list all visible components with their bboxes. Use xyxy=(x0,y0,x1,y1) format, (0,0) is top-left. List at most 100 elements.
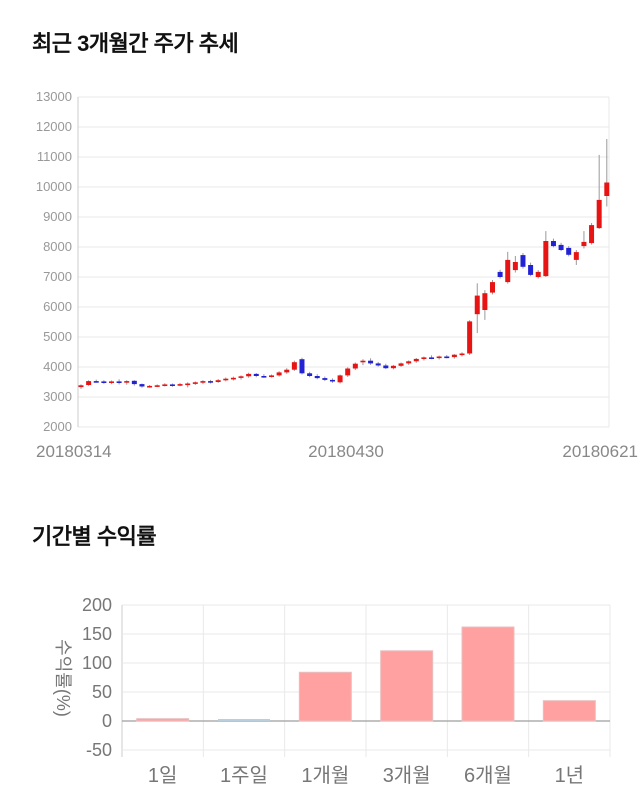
candle-body xyxy=(375,363,381,366)
candle-body xyxy=(337,375,343,383)
y-tick-label: 6000 xyxy=(43,299,72,314)
candle-body xyxy=(299,359,305,374)
candle-body xyxy=(398,363,404,366)
candle-body xyxy=(307,373,313,376)
candle-body xyxy=(429,357,435,359)
candle-body xyxy=(345,368,351,376)
candle-body xyxy=(154,385,160,387)
y-tick-label: 12000 xyxy=(36,119,72,134)
category-label: 1년 xyxy=(555,764,585,787)
candle-body xyxy=(520,255,526,267)
candle-body xyxy=(604,182,610,196)
candle-body xyxy=(467,321,473,354)
candle-body xyxy=(329,379,335,382)
candle-body xyxy=(177,384,183,386)
candle-body xyxy=(131,380,137,385)
candle-body xyxy=(505,259,511,283)
candle-body xyxy=(253,373,259,376)
y-tick-label: 50 xyxy=(92,682,112,702)
category-label: 1주일 xyxy=(220,764,268,787)
candle-body xyxy=(543,241,549,277)
candle-body xyxy=(215,380,221,382)
candle-body xyxy=(230,377,236,380)
candle-body xyxy=(589,225,595,244)
candle-body xyxy=(78,385,84,388)
candle-body xyxy=(368,360,374,364)
candle-body xyxy=(421,357,427,359)
return-bar xyxy=(136,718,190,722)
x-axis-label: 20180430 xyxy=(308,442,384,461)
candle-body xyxy=(352,363,358,369)
candle-body xyxy=(558,244,564,250)
candle-body xyxy=(489,282,495,293)
category-label: 1일 xyxy=(148,764,178,787)
candle-body xyxy=(581,241,587,247)
y-tick-label: -50 xyxy=(86,740,112,760)
candle-body xyxy=(566,247,572,255)
candle-body xyxy=(192,382,198,384)
candle-body xyxy=(413,358,419,362)
candle-body xyxy=(444,356,450,359)
candle-body xyxy=(261,376,267,378)
candle-body xyxy=(124,381,130,383)
y-tick-label: 9000 xyxy=(43,209,72,224)
price-candlestick-chart: 13000 12000 11000 10000 9000 8000 7000 6000 5000… xyxy=(36,89,638,461)
candle-body xyxy=(390,365,396,369)
candle-body xyxy=(528,265,534,275)
y-tick-label: 100 xyxy=(82,653,112,673)
candle-body xyxy=(284,369,290,373)
return-bar xyxy=(298,671,352,722)
candle-body xyxy=(512,262,518,271)
candle-body xyxy=(86,381,92,385)
y-tick-label: 2000 xyxy=(43,419,72,434)
return-bar-flat xyxy=(218,719,270,721)
candle-body xyxy=(185,383,191,386)
candle-body xyxy=(436,356,442,359)
candle-body xyxy=(269,375,275,377)
y-tick-label: 150 xyxy=(82,624,112,644)
candle-body xyxy=(314,376,320,379)
candle-body xyxy=(596,199,602,229)
y-tick-label: 0 xyxy=(102,711,112,731)
candle-body xyxy=(200,381,206,383)
x-axis-label: 20180621 xyxy=(562,442,638,461)
candle-body xyxy=(451,354,457,358)
candle-body xyxy=(406,361,412,364)
y-axis-title: 수익률(%) xyxy=(53,639,73,717)
candle-body xyxy=(238,376,244,378)
price-chart-title: 최근 3개월간 주가 추세 xyxy=(32,31,239,56)
candle-body xyxy=(93,381,99,383)
candle-body xyxy=(497,271,503,277)
return-bar xyxy=(461,626,515,722)
candle-body xyxy=(169,384,175,386)
candle-body xyxy=(108,381,114,383)
candle-body xyxy=(322,378,328,380)
y-tick-label: 11000 xyxy=(37,149,72,164)
candle-body xyxy=(162,384,168,386)
returns-bar-chart: 200 150 100 50 0 -50 1일 1주일 1개월 3개월 6개월 1년 수익률(%) xyxy=(53,595,611,787)
y-tick-label: 13000 xyxy=(36,89,72,104)
candle-body xyxy=(116,381,122,383)
candle-body xyxy=(550,241,556,247)
candle-body xyxy=(101,381,107,383)
y-tick-label: 4000 xyxy=(43,359,72,374)
candle-body xyxy=(208,381,214,383)
candle-body xyxy=(474,295,480,315)
candle-body xyxy=(573,252,579,260)
y-tick-label: 10000 xyxy=(36,179,72,194)
candle-body xyxy=(459,353,465,356)
candle-body xyxy=(223,378,229,381)
y-tick-label: 8000 xyxy=(43,239,72,254)
category-label: 1개월 xyxy=(301,764,349,787)
candle-body xyxy=(360,360,366,363)
candle-body xyxy=(535,271,541,277)
category-label: 3개월 xyxy=(383,764,431,787)
candle-body xyxy=(383,365,389,369)
y-tick-label: 200 xyxy=(82,595,112,615)
category-label: 6개월 xyxy=(464,764,512,787)
candle-body xyxy=(147,385,153,388)
returns-chart-title: 기간별 수익률 xyxy=(32,524,157,549)
x-axis-label: 20180314 xyxy=(36,442,112,461)
return-bar xyxy=(380,650,434,722)
